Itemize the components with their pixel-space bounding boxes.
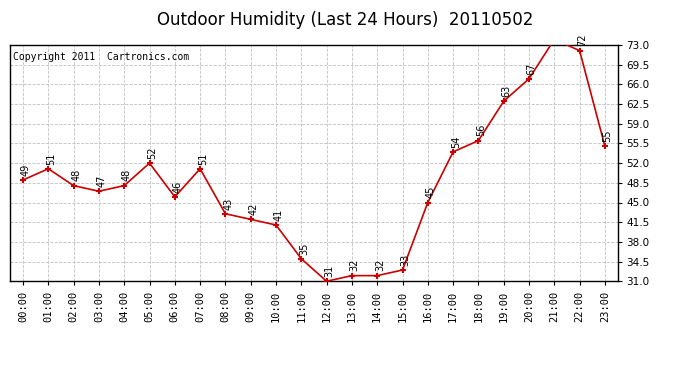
Text: 42: 42 <box>248 203 259 215</box>
Text: 72: 72 <box>578 34 587 46</box>
Text: 56: 56 <box>476 124 486 136</box>
Text: 51: 51 <box>198 152 208 165</box>
Text: 32: 32 <box>375 259 385 272</box>
Text: 31: 31 <box>324 265 335 277</box>
Text: 46: 46 <box>172 180 183 193</box>
Text: Outdoor Humidity (Last 24 Hours)  20110502: Outdoor Humidity (Last 24 Hours) 2011050… <box>157 11 533 29</box>
Text: 54: 54 <box>451 135 461 148</box>
Text: 43: 43 <box>223 197 233 210</box>
Text: 48: 48 <box>71 169 81 182</box>
Text: 51: 51 <box>46 152 56 165</box>
Text: 67: 67 <box>526 62 537 75</box>
Text: 63: 63 <box>502 85 511 97</box>
Text: 49: 49 <box>21 164 31 176</box>
Text: 52: 52 <box>147 147 157 159</box>
Text: 33: 33 <box>400 254 411 266</box>
Text: 55: 55 <box>602 130 613 142</box>
Text: 41: 41 <box>274 209 284 221</box>
Text: 45: 45 <box>426 186 435 198</box>
Text: 74: 74 <box>0 374 1 375</box>
Text: Copyright 2011  Cartronics.com: Copyright 2011 Cartronics.com <box>13 52 190 62</box>
Text: 48: 48 <box>122 169 132 182</box>
Text: 47: 47 <box>97 175 107 187</box>
Text: 32: 32 <box>350 259 359 272</box>
Text: 35: 35 <box>299 242 309 255</box>
